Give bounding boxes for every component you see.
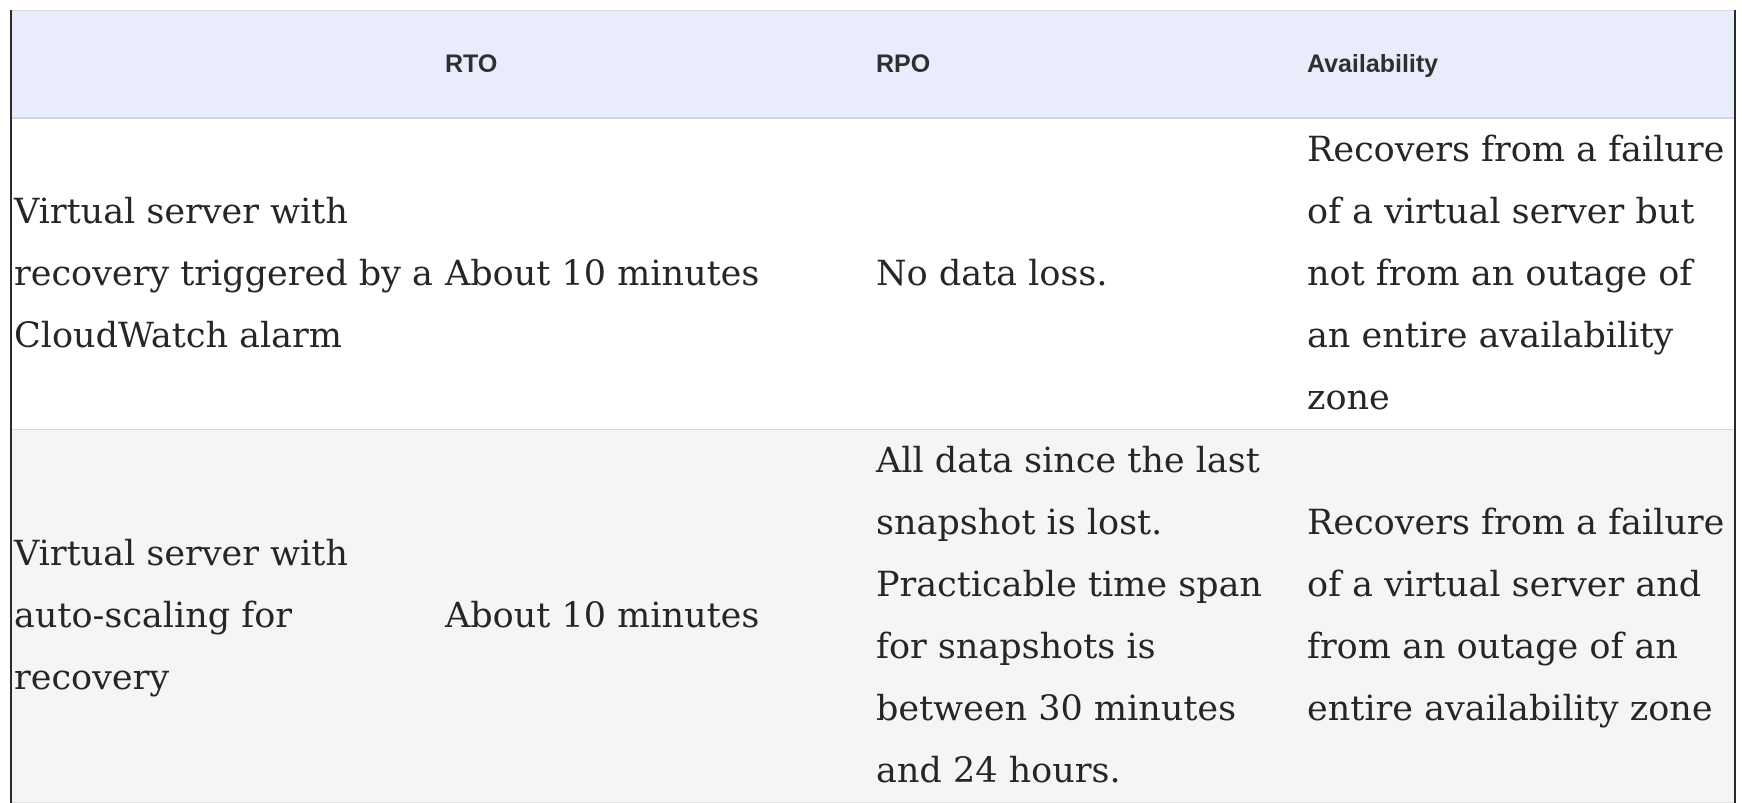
cell-approach: Virtual server with recovery triggered b… — [12, 118, 440, 430]
table-header: RTO RPO Availability — [12, 10, 1734, 119]
rto-text: About 10 minutes — [445, 254, 760, 294]
header-cell-availability: Availability — [1302, 10, 1734, 119]
availability-text: Recovers from a failure of a virtual ser… — [1307, 130, 1725, 418]
approach-text: Virtual server with recovery triggered b… — [14, 192, 433, 356]
approach-text: Virtual server with auto-scaling for rec… — [14, 534, 348, 698]
header-cell-rpo: RPO — [871, 10, 1302, 119]
header-row: RTO RPO Availability — [12, 10, 1734, 119]
table-row: Virtual server with auto-scaling for rec… — [12, 429, 1734, 803]
cell-rto: About 10 minutes — [440, 429, 871, 803]
cell-approach: Virtual server with auto-scaling for rec… — [12, 429, 440, 803]
comparison-table: RTO RPO Availability Virtual server with… — [12, 10, 1734, 803]
cell-availability: Recovers from a failure of a virtual ser… — [1302, 118, 1734, 430]
availability-text: Recovers from a failure of a virtual ser… — [1307, 503, 1725, 729]
cell-rpo: No data loss. — [871, 118, 1302, 430]
header-cell-rto: RTO — [440, 10, 871, 119]
header-cell-approach — [12, 10, 440, 119]
cell-rto: About 10 minutes — [440, 118, 871, 430]
rto-text: About 10 minutes — [445, 596, 760, 636]
table-row: Virtual server with recovery triggered b… — [12, 118, 1734, 430]
comparison-table-container: RTO RPO Availability Virtual server with… — [10, 10, 1736, 803]
rpo-text: All data since the last snapshot is lost… — [876, 441, 1262, 791]
cell-rpo: All data since the last snapshot is lost… — [871, 429, 1302, 803]
cell-availability: Recovers from a failure of a virtual ser… — [1302, 429, 1734, 803]
rpo-text: No data loss. — [876, 254, 1108, 294]
